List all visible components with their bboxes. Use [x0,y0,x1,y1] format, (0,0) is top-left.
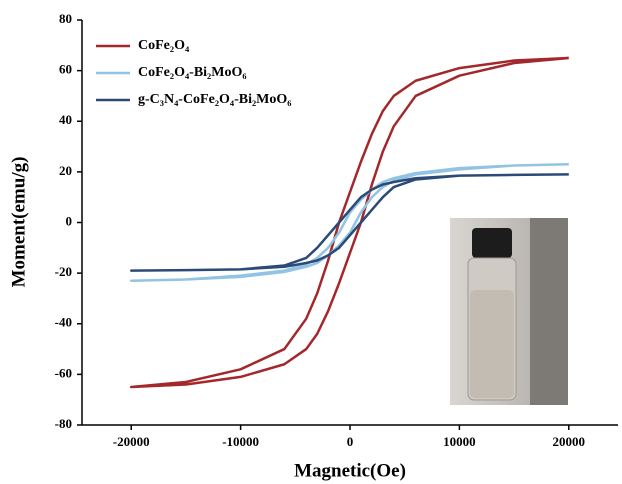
x-tick-label: 10000 [443,434,476,449]
legend-text: g-C₃N₄-CoFe₂O₄-Bi₂MoO₆ [138,92,292,107]
legend-text: CoFe₂O₄ [138,38,190,53]
x-tick-label: -10000 [222,434,259,449]
y-tick-label: 20 [59,163,72,178]
legend-text: CoFe₂O₄-Bi₂MoO₆ [138,65,247,80]
y-tick-label: -40 [55,315,72,330]
y-tick-label: 0 [66,213,73,228]
x-axis-title: Magnetic(Oe) [294,460,406,481]
data-line [129,173,569,272]
y-tick-label: -60 [55,365,72,380]
y-tick-label: 80 [59,11,72,26]
y-tick-label: -80 [55,416,72,431]
x-tick-label: 20000 [553,434,586,449]
data-line [129,56,569,389]
data-line [129,163,569,282]
x-tick-label: -20000 [113,434,150,449]
inset-photo [450,218,568,405]
y-tick-label: 60 [59,62,72,77]
y-tick-label: -20 [55,264,72,279]
x-tick-label: 0 [347,434,354,449]
y-axis-title: Moment(emu/g) [8,157,29,288]
y-tick-label: 40 [59,112,72,127]
